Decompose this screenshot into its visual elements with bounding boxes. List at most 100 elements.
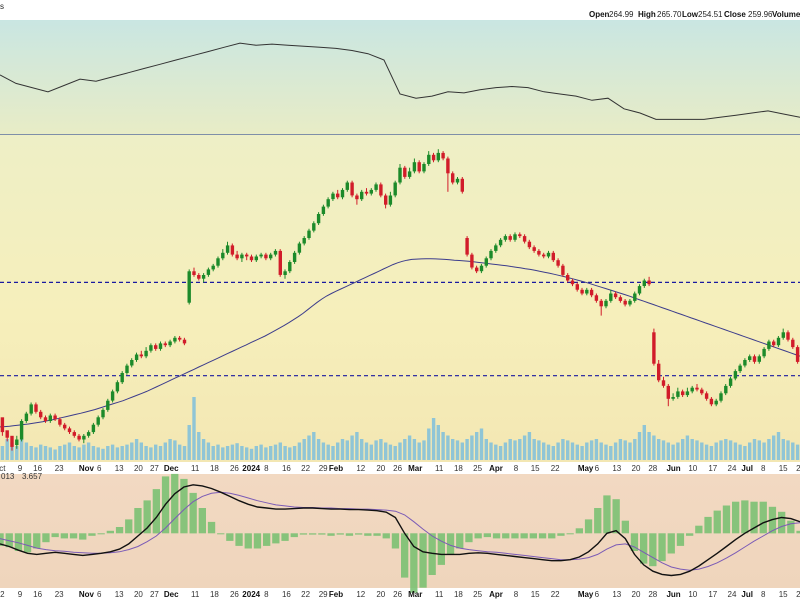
header-open-value: 264.99 xyxy=(609,10,634,19)
price-x-tick-label: 24 xyxy=(728,464,737,473)
candle-body xyxy=(752,356,757,362)
volume-bar xyxy=(628,442,632,460)
macd-histogram-bar xyxy=(401,533,409,578)
candle-body xyxy=(5,430,9,438)
macd-histogram-bar xyxy=(465,533,473,543)
macd-legend-value: 3.657 xyxy=(22,472,43,481)
candle-body xyxy=(589,289,594,296)
macd-histogram-bar xyxy=(345,533,354,536)
candle-body xyxy=(498,239,503,246)
candle-body xyxy=(201,275,206,279)
candle-body xyxy=(743,360,747,366)
volume-bar xyxy=(475,432,479,460)
macd-x-tick-label: 8 xyxy=(514,590,519,599)
macd-x-tick-label: 2 xyxy=(0,590,5,599)
volume-bar xyxy=(594,439,599,460)
macd-x-tick-label: May xyxy=(578,590,594,599)
volume-bar xyxy=(364,442,369,460)
macd-x-tick-label: 13 xyxy=(115,590,124,599)
candle-body xyxy=(259,254,263,257)
candle-body xyxy=(125,365,129,373)
price-x-tick-label: Mar xyxy=(408,464,422,473)
volume-bar xyxy=(451,439,455,460)
volume-bar xyxy=(163,442,167,460)
candle-body xyxy=(283,271,287,275)
volume-bar xyxy=(225,446,230,460)
macd-histogram-bar xyxy=(152,489,160,534)
header-low-value: 254.51 xyxy=(698,10,723,19)
moving-average-line xyxy=(0,258,800,428)
macd-histogram-bar xyxy=(529,533,537,539)
volume-bar xyxy=(776,432,781,460)
candle-body xyxy=(733,371,738,379)
candle-body xyxy=(154,345,158,349)
volume-bar xyxy=(671,444,675,460)
volume-bar xyxy=(345,440,349,460)
header-open-label: Open xyxy=(589,10,610,19)
price-x-tick-label: 13 xyxy=(115,464,124,473)
candle-body xyxy=(91,424,96,433)
price-x-tick-label: 10 xyxy=(688,464,697,473)
candle-body xyxy=(714,400,718,405)
candle-body xyxy=(676,391,680,397)
candle-body xyxy=(465,238,469,255)
volume-bar xyxy=(58,446,62,460)
candle-body xyxy=(642,280,646,286)
price-x-tick-label: 25 xyxy=(473,464,482,473)
candle-body xyxy=(503,236,508,240)
candle-body xyxy=(647,280,651,285)
volume-bar xyxy=(288,447,292,460)
macd-x-tick-label: 13 xyxy=(612,590,621,599)
candle-body xyxy=(192,271,196,275)
volume-bar xyxy=(570,442,575,460)
volume-bar xyxy=(96,447,100,460)
volume-bar xyxy=(120,446,124,460)
volume-bar xyxy=(518,439,522,460)
candle-body xyxy=(197,275,201,279)
candle-body xyxy=(537,250,541,255)
macd-legend-left: 013 xyxy=(1,472,15,481)
candle-body xyxy=(709,398,714,405)
candle-body xyxy=(249,256,254,261)
volume-bar xyxy=(216,444,220,460)
candle-body xyxy=(144,350,148,357)
candle-body xyxy=(494,245,498,251)
macd-histogram-bar xyxy=(704,516,712,534)
volume-bar xyxy=(748,442,752,460)
volume-bar xyxy=(417,442,421,460)
macd-histogram-bar xyxy=(502,533,510,539)
candle-body xyxy=(475,267,479,272)
volume-bar xyxy=(72,446,76,460)
candle-body xyxy=(652,332,656,364)
price-x-tick-label: 9 xyxy=(18,464,23,473)
macd-x-tick-label: 6 xyxy=(97,590,102,599)
candle-body xyxy=(77,435,81,440)
macd-x-tick-label: 18 xyxy=(210,590,219,599)
candle-body xyxy=(15,439,19,445)
candle-body xyxy=(772,341,776,346)
macd-x-tick-label: 8 xyxy=(264,590,269,599)
candle-body xyxy=(48,415,52,421)
volume-bar xyxy=(201,439,206,460)
candle-body xyxy=(43,417,48,421)
header-stub: s xyxy=(0,2,4,11)
price-x-tick-label: 6 xyxy=(97,464,102,473)
volume-bar xyxy=(149,447,153,460)
candle-body xyxy=(527,241,532,248)
volume-bar xyxy=(326,444,330,460)
candle-body xyxy=(556,260,560,266)
macd-histogram-bar xyxy=(115,527,124,534)
candle-body xyxy=(781,332,785,338)
candle-body xyxy=(738,365,742,372)
volume-bar xyxy=(264,447,268,460)
candle-body xyxy=(302,238,306,244)
candle-body xyxy=(331,193,335,200)
volume-bar xyxy=(0,446,5,460)
rs-line xyxy=(0,42,800,120)
candle-body xyxy=(551,252,555,261)
volume-bar xyxy=(393,446,397,460)
candle-body xyxy=(580,289,584,294)
candle-body xyxy=(139,354,143,357)
volume-bar xyxy=(379,439,383,460)
price-panel-background xyxy=(0,135,800,462)
